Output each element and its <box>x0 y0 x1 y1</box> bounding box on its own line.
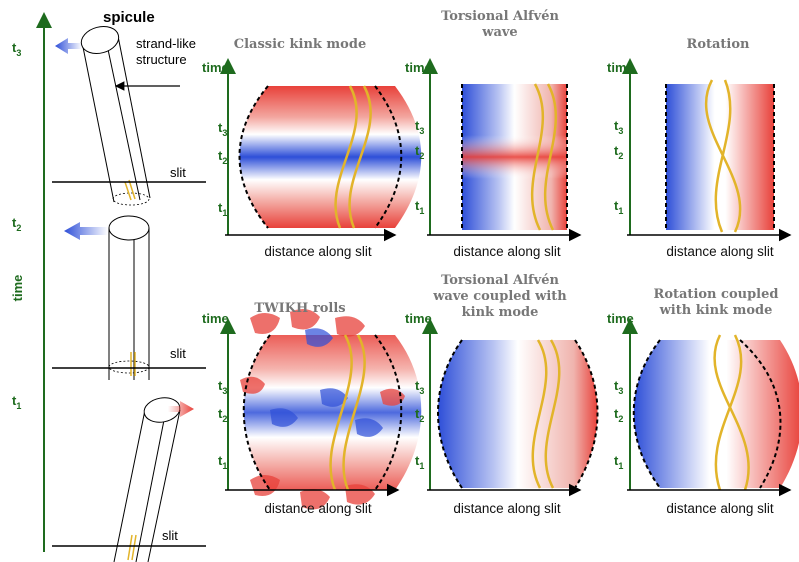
panel-6-tick-t1: t1 <box>614 453 623 471</box>
spicule-t3-motion-arrow <box>55 38 82 54</box>
slit-label-t1: slit <box>162 528 178 543</box>
panel-2-time-label: time <box>405 60 432 75</box>
panel-6-tick-t2: t2 <box>614 406 623 424</box>
panel-5-tick-t1: t1 <box>415 453 424 471</box>
panel-5-title: Torsional Alfvén wave coupled with kink mo… <box>432 273 567 320</box>
panel-3-tick-t1: t1 <box>614 198 623 216</box>
spicule-t1-motion-arrow <box>168 401 194 417</box>
panel-5-tick-t2: t2 <box>415 406 424 424</box>
panel-torsional-kink <box>437 339 599 489</box>
strand-label-line2: structure <box>136 52 187 67</box>
panel-4-tick-t1: t1 <box>218 453 227 471</box>
panel-5-axes: time t3 t2 t1 distance along slit <box>405 311 582 516</box>
panel-6-axes: time t3 t2 t1 distance along slit <box>607 311 792 516</box>
panel-3-time-label: time <box>607 60 634 75</box>
panel-5-tick-t3: t3 <box>415 378 424 396</box>
strand-label-line1: strand-like <box>136 36 196 51</box>
panel-3-xaxis-label: distance along slit <box>666 244 774 259</box>
left-t1-label: t1 <box>12 393 21 411</box>
panel-1-axes: time t3 t2 t1 distance along slit <box>202 58 397 259</box>
panel-1-time-label: time <box>202 60 229 75</box>
panel-1-tick-t1: t1 <box>218 200 227 218</box>
panel-3-tick-t2: t2 <box>614 143 623 161</box>
spicule-t2-motion-arrow <box>64 222 108 240</box>
panel-twikh-rolls <box>240 308 422 510</box>
spicule-t3 <box>80 26 151 206</box>
spicule-label: spicule <box>103 9 155 26</box>
slit-label-t2: slit <box>170 346 186 361</box>
panel-2-axes: time t3 t2 t1 distance along slit <box>405 58 582 259</box>
panel-6-title: Rotation coupled with kink mode <box>654 287 779 318</box>
panel-3-tick-t3: t3 <box>614 118 623 136</box>
left-t3-label: t3 <box>12 40 21 58</box>
panel-axes-group: time t3 t2 t1 distance along slit time t3 t2 t1 d… <box>202 58 792 516</box>
panel-1-xaxis-label: distance along slit <box>264 244 372 259</box>
panel-6-time-label: time <box>607 311 634 326</box>
panel-5-time-label: time <box>405 311 432 326</box>
panel-5-xaxis-label: distance along slit <box>453 501 561 516</box>
panel-2-tick-t1: t1 <box>415 198 424 216</box>
panel-4-tick-t3: t3 <box>218 378 227 396</box>
panel-3-title: Rotation <box>687 37 751 52</box>
panel-2-tick-t2: t2 <box>415 143 424 161</box>
left-time-axis-label: time <box>10 275 25 302</box>
panel-rotation <box>665 79 775 233</box>
panel-6-tick-t3: t3 <box>614 378 623 396</box>
panel-2-title: Torsional Alfvén wave <box>441 9 559 40</box>
panel-2-xaxis-label: distance along slit <box>453 244 561 259</box>
panel-4-xaxis-label: distance along slit <box>264 501 372 516</box>
panel-rotation-kink <box>632 334 799 491</box>
spicule-t1 <box>113 397 181 562</box>
panel-4-time-label: time <box>202 311 229 326</box>
panel-4-title: TWIKH rolls <box>254 301 345 316</box>
panel-1-tick-t2: t2 <box>218 148 227 166</box>
panel-torsional-alfven <box>461 83 568 231</box>
spicule-t2 <box>108 215 150 380</box>
panel-4-axes: time t3 t2 t1 distance along slit <box>202 311 400 516</box>
panel-1-tick-t3: t3 <box>218 120 227 138</box>
panel-6-xaxis-label: distance along slit <box>666 501 774 516</box>
slit-label-t3: slit <box>170 165 186 180</box>
panel-classic-kink <box>238 85 422 229</box>
left-t2-label: t2 <box>12 215 21 233</box>
panel-1-title: Classic kink mode <box>234 37 366 52</box>
panel-4-tick-t2: t2 <box>218 406 227 424</box>
panel-titles-group: Classic kink mode Torsional Alfvén wave Rot… <box>234 9 779 320</box>
panel-3-axes: time t3 t2 t1 distance along slit <box>607 58 792 259</box>
panel-2-tick-t3: t3 <box>415 118 424 136</box>
